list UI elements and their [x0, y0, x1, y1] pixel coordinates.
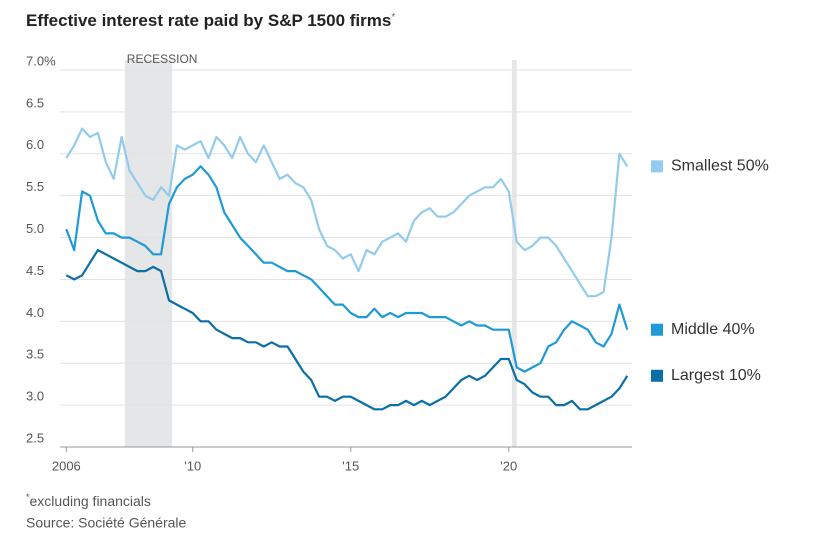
x-tick-label: '10 [184, 458, 201, 473]
y-tick-label: 2.5 [26, 430, 44, 445]
series-line [65, 249, 629, 411]
legend-label: Largest 10% [671, 367, 761, 384]
series-line [65, 165, 629, 373]
y-tick-label: 4.0 [26, 305, 44, 320]
legend-swatch [651, 160, 663, 173]
title-text: Effective interest rate paid by S&P 1500… [26, 11, 391, 30]
y-tick-label: 3.5 [26, 347, 44, 362]
y-tick-label: 5.0 [26, 221, 44, 236]
shaded-band [124, 60, 173, 447]
y-tick-label: 6.0 [26, 137, 44, 152]
x-tick-label: 2006 [52, 458, 81, 473]
legend-label: Smallest 50% [671, 158, 769, 175]
y-tick-label: 7.0% [26, 53, 56, 68]
note-mark: * [26, 492, 30, 502]
y-tick-label: 3.0 [26, 389, 44, 404]
source: Source: Société Générale [26, 515, 187, 531]
y-tick-label: 6.5 [26, 95, 44, 110]
band-label: RECESSION [127, 52, 198, 66]
footnote: *excluding financials [26, 492, 151, 508]
title-mark: * [391, 12, 395, 23]
series-line [65, 127, 629, 298]
shaded-band [511, 60, 517, 447]
legend-swatch [651, 369, 663, 382]
chart-title: Effective interest rate paid by S&P 1500… [26, 11, 395, 30]
note-text: excluding financials [30, 493, 151, 509]
x-tick-label: '20 [500, 458, 517, 473]
y-tick-label: 4.5 [26, 263, 44, 278]
legend-swatch [651, 323, 663, 336]
y-tick-label: 5.5 [26, 179, 44, 194]
legend-label: Middle 40% [671, 321, 755, 338]
x-tick-label: '15 [342, 458, 359, 473]
plot: RECESSION 2.5 3.0 3.5 4.0 4.5 5.0 5.5 6.0 6.5 7.0%… [26, 52, 769, 473]
